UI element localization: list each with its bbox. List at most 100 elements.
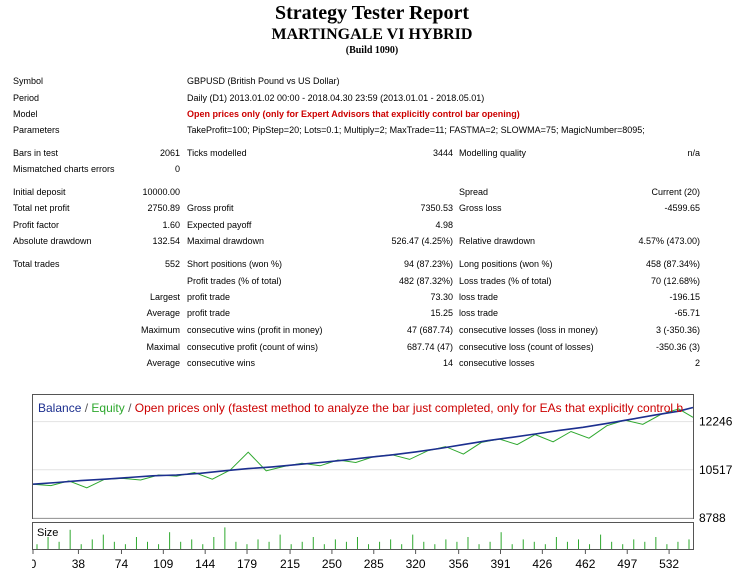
average-profit-value: 15.25 [430, 308, 453, 318]
spread-value: Current (20) [651, 187, 700, 197]
x-tick-label: 532 [659, 557, 679, 571]
short-positions-value: 94 (87.23%) [403, 259, 453, 269]
deposit-value: 10000.00 [142, 187, 180, 197]
expected-payoff-label: Expected payoff [187, 220, 252, 230]
quality-label: Modelling quality [459, 148, 527, 158]
size-label: Size [37, 527, 58, 539]
gross-loss-value: -4599.65 [664, 203, 700, 213]
equity-line [32, 408, 694, 489]
y-tick-label: 12246 [699, 415, 733, 429]
model-value: Open prices only (only for Expert Adviso… [187, 109, 520, 119]
average-loss-label: loss trade [459, 308, 499, 318]
report-title: Strategy Tester Report [274, 2, 470, 24]
maximal-consecutive-loss-label: consecutive loss (count of losses) [459, 342, 594, 352]
profit-trades-label: Profit trades (% of total) [187, 276, 282, 286]
maximal-consecutive-loss-value: -350.36 (3) [655, 342, 700, 352]
parameters-value: TakeProfit=100; PipStep=20; Lots=0.1; Mu… [187, 125, 645, 135]
x-tick-label: 320 [406, 557, 426, 571]
average-consecutive-wins-value: 14 [442, 358, 453, 368]
balance-line [32, 406, 694, 485]
relative-drawdown-label: Relative drawdown [459, 236, 536, 246]
maximal-label: Maximal [146, 342, 180, 352]
absolute-drawdown-value: 132.54 [152, 236, 180, 246]
spread-label: Spread [459, 187, 489, 197]
total-trades-value: 552 [164, 259, 180, 269]
ticks-label: Ticks modelled [187, 148, 247, 158]
symbol-label: Symbol [13, 76, 44, 86]
net-profit-label: Total net profit [13, 203, 70, 213]
ticks-value: 3444 [432, 148, 453, 158]
balance-equity-chart: 12246 10517 8788 0 38 74 109 144 179 215 250 285 32… [32, 394, 733, 571]
legend-note: Open prices only (fastest method to anal… [135, 401, 684, 415]
absolute-drawdown-label: Absolute drawdown [13, 236, 92, 246]
max-consecutive-losses-label: consecutive losses (loss in money) [459, 325, 599, 335]
x-tick-label: 109 [153, 557, 173, 571]
gross-loss-label: Gross loss [459, 203, 502, 213]
gross-profit-value: 7350.53 [420, 203, 453, 213]
main-plot-frame [32, 394, 694, 519]
x-tick-label: 144 [195, 557, 215, 571]
expected-payoff-value: 4.98 [435, 220, 453, 230]
y-tick-label: 8788 [699, 511, 726, 525]
profit-factor-label: Profit factor [13, 220, 60, 230]
average-consecutive-wins-label: consecutive wins [187, 358, 256, 368]
maximal-drawdown-label: Maximal drawdown [187, 236, 265, 246]
average-consecutive-losses-value: 2 [694, 358, 700, 368]
legend-equity: Equity [91, 401, 124, 415]
x-tick-label: 250 [322, 557, 342, 571]
bars-label: Bars in test [13, 148, 59, 158]
x-tick-label: 285 [364, 557, 384, 571]
x-tick-label: 356 [449, 557, 469, 571]
x-tick-label: 462 [575, 557, 595, 571]
x-tick-label: 74 [115, 557, 129, 571]
profit-factor-value: 1.60 [162, 220, 180, 230]
average-consecutive-losses-label: consecutive losses [459, 358, 535, 368]
x-tick-label: 38 [72, 557, 86, 571]
largest-loss-value: -196.15 [669, 292, 700, 302]
profit-trades-value: 482 (87.32%) [398, 276, 453, 286]
max-consecutive-wins-label: consecutive wins (profit in money) [187, 325, 323, 335]
long-positions-label: Long positions (won %) [459, 259, 553, 269]
maximal-drawdown-value: 526.47 (4.25%) [391, 236, 453, 246]
average-consecutive-label: Average [146, 358, 180, 368]
period-label: Period [13, 93, 40, 103]
largest-profit-label: profit trade [187, 292, 231, 302]
average-loss-value: -65.71 [674, 308, 700, 318]
x-tick-label: 391 [490, 557, 510, 571]
short-positions-label: Short positions (won %) [187, 259, 283, 269]
max-consecutive-losses-value: 3 (-350.36) [655, 325, 700, 335]
loss-trades-label: Loss trades (% of total) [459, 276, 552, 286]
size-bars [36, 527, 690, 549]
grid [33, 421, 693, 519]
x-tick-label: 215 [280, 557, 300, 571]
mismatch-label: Mismatched charts errors [13, 164, 115, 174]
largest-label: Largest [149, 292, 180, 302]
average-label: Average [146, 308, 180, 318]
y-tick-labels: 12246 10517 8788 [699, 415, 733, 525]
chart-legend: Balance / Equity / Open prices only (fas… [38, 401, 683, 415]
mismatch-value: 0 [174, 164, 180, 174]
ea-name: MARTINGALE VI HYBRID [271, 26, 473, 43]
maximum-label: Maximum [140, 325, 180, 335]
size-plot-frame [32, 522, 694, 550]
quality-value: n/a [687, 148, 700, 158]
total-trades-label: Total trades [13, 259, 60, 269]
x-tick-labels: 0 38 74 109 144 179 215 250 285 320 356 391 426 462 49… [32, 550, 679, 571]
period-value: Daily (D1) 2013.01.02 00:00 - 2018.04.30… [187, 93, 485, 103]
x-tick-label: 497 [617, 557, 637, 571]
average-profit-label: profit trade [187, 308, 231, 318]
largest-profit-value: 73.30 [430, 292, 453, 302]
deposit-label: Initial deposit [13, 187, 66, 197]
max-consecutive-wins-value: 47 (687.74) [406, 325, 453, 335]
x-tick-label: 426 [532, 557, 552, 571]
long-positions-value: 458 (87.34%) [645, 259, 700, 269]
bars-value: 2061 [159, 148, 180, 158]
build-number: (Build 1090) [345, 45, 399, 56]
largest-loss-label: loss trade [459, 292, 499, 302]
loss-trades-value: 70 (12.68%) [650, 276, 700, 286]
maximal-consecutive-profit-value: 687.74 (47) [406, 342, 453, 352]
legend-balance: Balance [38, 401, 82, 415]
maximal-consecutive-profit-label: consecutive profit (count of wins) [187, 342, 319, 352]
x-tick-label: 0 [32, 557, 37, 571]
parameters-label: Parameters [13, 125, 60, 135]
